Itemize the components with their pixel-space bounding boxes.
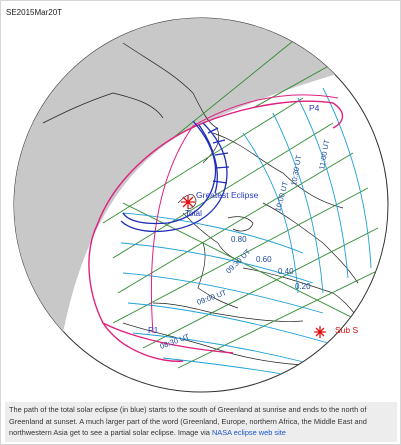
totality-path xyxy=(120,120,230,233)
magnitude-label: 0.40 xyxy=(278,267,294,276)
caption-text: The path of the total solar eclipse (in … xyxy=(9,405,367,437)
p4-label: P4 xyxy=(309,103,320,113)
greatest-eclipse-marker xyxy=(181,195,195,209)
p1-label: P1 xyxy=(148,325,159,335)
total-label: Total xyxy=(185,209,202,218)
penumbra-outline xyxy=(88,100,344,362)
graticule xyxy=(102,32,384,369)
sub-solar-marker xyxy=(314,326,326,338)
map-id-label: SE2015Mar20T xyxy=(6,8,63,17)
magnitude-label: 0.60 xyxy=(256,255,272,264)
night-side-shading xyxy=(14,18,388,392)
caption: The path of the total solar eclipse (in … xyxy=(5,402,397,442)
eclipse-map: Greatest Eclipse Total Sub S P1 P4 0.80 … xyxy=(3,3,399,400)
magnitude-label: 0.80 xyxy=(231,235,247,244)
eclipse-map-svg: Greatest Eclipse Total Sub S P1 P4 0.80 … xyxy=(13,17,389,393)
greatest-eclipse-label: Greatest Eclipse xyxy=(196,190,259,200)
nasa-eclipse-link[interactable]: NASA eclipse web site xyxy=(211,428,286,437)
time-contour-lines xyxy=(120,87,372,376)
sub-sun-label: Sub S xyxy=(335,325,358,335)
penumbra-limit-lines xyxy=(150,94,339,334)
magnitude-label: 0.20 xyxy=(295,282,311,291)
